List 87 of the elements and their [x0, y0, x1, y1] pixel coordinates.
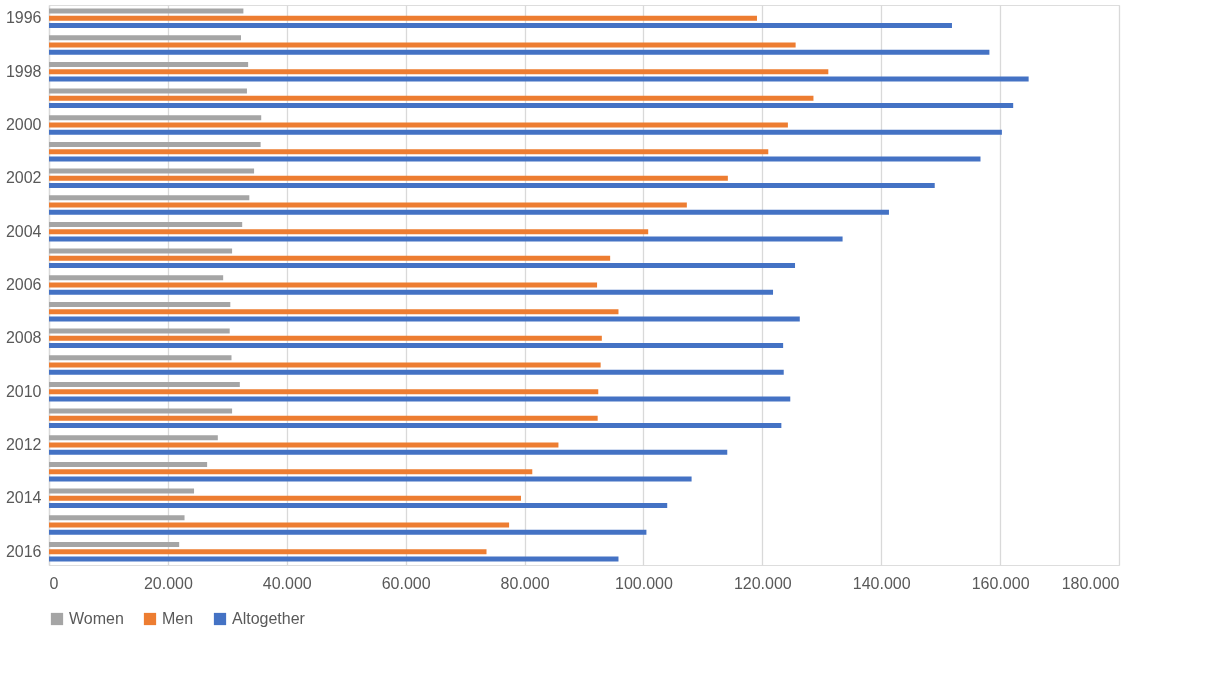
bar	[49, 95, 814, 101]
bar	[49, 522, 510, 528]
y-tick-label: 1998	[5, 62, 42, 80]
bar	[49, 328, 230, 334]
bar	[49, 309, 619, 315]
x-tick-label: 40.000	[262, 574, 312, 592]
bar	[49, 8, 244, 14]
legend-label: Altogether	[232, 610, 306, 627]
bar	[49, 469, 533, 475]
bar	[49, 282, 598, 288]
bar	[49, 15, 757, 21]
y-tick-label: 2012	[5, 436, 42, 453]
bar	[49, 141, 261, 147]
bar	[49, 195, 250, 201]
bar	[49, 149, 769, 155]
bar	[49, 442, 559, 448]
bar	[49, 236, 843, 242]
bar	[49, 515, 185, 521]
bar	[49, 175, 728, 181]
x-tick-label: 160.000	[971, 574, 1030, 592]
bar	[49, 156, 981, 162]
bar	[49, 461, 208, 467]
bar	[49, 476, 692, 482]
bar	[49, 183, 935, 189]
x-tick-label: 120.000	[733, 574, 792, 592]
bar	[49, 541, 180, 547]
bar	[49, 202, 687, 208]
y-tick-label: 2002	[5, 169, 42, 187]
bar	[49, 343, 784, 349]
bar	[49, 556, 619, 562]
bar	[49, 209, 889, 215]
x-tick-label: 180.000	[1061, 574, 1120, 592]
bar	[49, 248, 233, 254]
y-tick-label: 1996	[5, 9, 42, 27]
bar	[49, 355, 232, 361]
bar	[49, 69, 829, 75]
x-tick-label: 140.000	[852, 574, 911, 592]
bar	[49, 275, 224, 281]
bar	[49, 88, 247, 94]
x-tick-label: 80.000	[500, 574, 550, 592]
bar	[49, 449, 728, 455]
bar	[49, 129, 1002, 135]
bar	[49, 23, 952, 29]
bar	[49, 263, 796, 269]
bar	[49, 396, 791, 402]
legend-label: Women	[69, 610, 124, 627]
bar	[49, 122, 788, 128]
bar	[49, 415, 598, 421]
y-tick-label: 2016	[5, 542, 42, 560]
x-tick-label: 100.000	[615, 574, 673, 592]
bar	[49, 435, 218, 441]
bar	[49, 49, 990, 55]
bar	[49, 35, 242, 41]
bar	[49, 381, 240, 387]
y-tick-label: 2008	[5, 329, 42, 347]
bar	[49, 76, 1029, 82]
bar	[49, 335, 602, 341]
y-tick-label: 2006	[5, 276, 42, 293]
bar	[49, 389, 599, 395]
bar	[49, 221, 243, 227]
bar	[49, 229, 649, 235]
legend-label: Men	[162, 610, 194, 627]
bar	[49, 115, 262, 121]
bar	[49, 503, 668, 509]
bar	[49, 289, 774, 295]
bar	[49, 369, 784, 375]
x-tick-label: 0	[49, 574, 59, 592]
bar	[49, 408, 233, 414]
y-tick-label: 2014	[5, 489, 42, 507]
bar	[49, 255, 611, 261]
bar	[49, 529, 647, 535]
bar	[49, 42, 796, 48]
x-tick-label: 20.000	[143, 574, 193, 592]
y-tick-label: 2000	[5, 116, 42, 133]
y-tick-label: 2010	[5, 382, 42, 400]
bar	[49, 301, 231, 307]
x-tick-label: 60.000	[381, 574, 431, 592]
bar	[49, 495, 521, 501]
bar	[49, 488, 195, 494]
bar	[49, 362, 601, 368]
bar	[49, 316, 800, 322]
bar	[49, 549, 487, 555]
bar	[49, 423, 782, 429]
bar	[49, 103, 1014, 109]
bar	[49, 168, 255, 174]
bar	[49, 61, 249, 67]
y-tick-label: 2004	[5, 222, 42, 240]
